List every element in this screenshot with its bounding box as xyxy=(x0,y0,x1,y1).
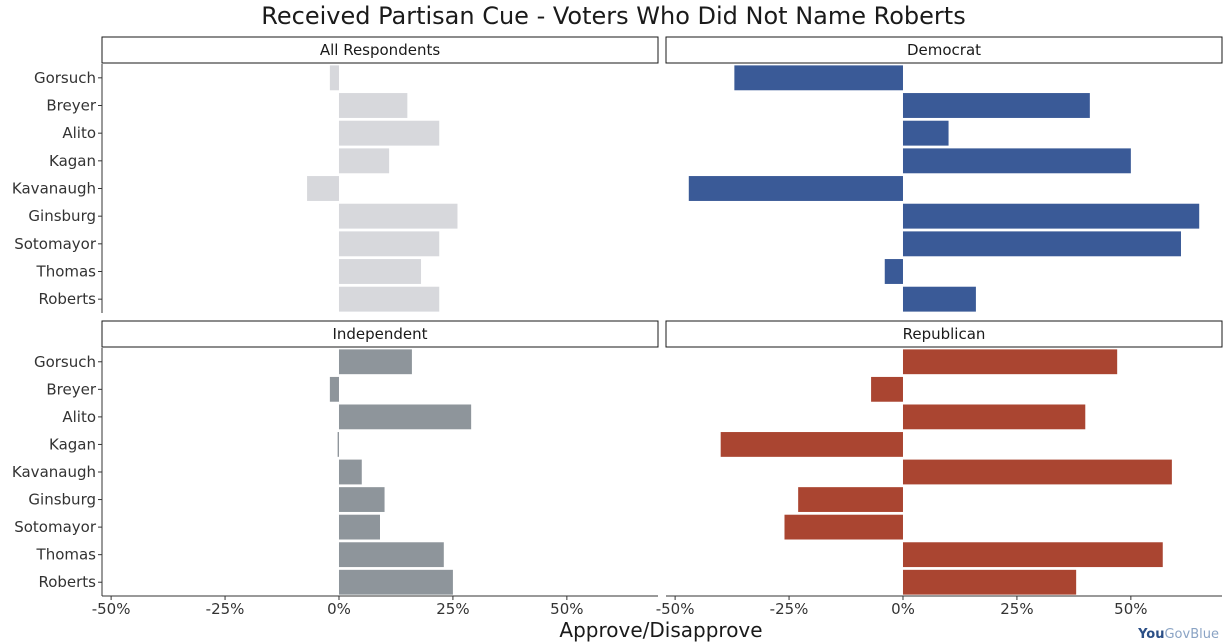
bar-democrat-kagan xyxy=(902,148,1131,174)
bar-democrat-alito xyxy=(902,120,949,146)
bar-republican-gorsuch xyxy=(902,349,1118,375)
y-tick-label-roberts: Roberts xyxy=(38,290,96,308)
bar-democrat-roberts xyxy=(902,286,976,312)
panel-strip-republican xyxy=(665,320,1223,348)
bar-republican-ginsburg xyxy=(798,487,903,512)
x-tick-label-republican-1: -25% xyxy=(770,600,809,618)
y-tick-label-kavanaugh: Kavanaugh xyxy=(12,463,96,481)
y-tick-label-sotomayor: Sotomayor xyxy=(14,518,97,536)
x-tick-label-independent-3: 25% xyxy=(436,600,469,618)
bar-all-respondents-sotomayor xyxy=(338,231,440,257)
y-tick-label-ginsburg: Ginsburg xyxy=(28,491,96,509)
bar-democrat-thomas xyxy=(884,259,903,284)
bar-independent-sotomayor xyxy=(338,514,380,540)
panel-strip-all-respondents xyxy=(101,36,659,64)
bar-independent-thomas xyxy=(338,542,444,568)
bar-republican-thomas xyxy=(902,542,1163,568)
bar-independent-kagan xyxy=(337,432,339,457)
bar-all-respondents-gorsuch xyxy=(329,65,339,91)
bar-independent-ginsburg xyxy=(338,487,385,512)
y-tick-label-thomas: Thomas xyxy=(36,546,97,564)
y-tick-label-sotomayor: Sotomayor xyxy=(14,235,97,253)
y-tick-label-gorsuch: Gorsuch xyxy=(34,69,96,87)
y-tick-label-kavanaugh: Kavanaugh xyxy=(12,180,96,198)
panel-title-republican: Republican xyxy=(903,325,986,343)
y-tick-label-breyer: Breyer xyxy=(46,380,96,398)
bar-all-respondents-kavanaugh xyxy=(307,176,339,201)
x-axis-label: Approve/Disapprove xyxy=(559,618,763,642)
bar-all-respondents-ginsburg xyxy=(338,203,458,229)
x-tick-label-independent-4: 50% xyxy=(550,600,583,618)
logo-blue-text: Blue xyxy=(1190,627,1219,642)
x-tick-label-independent-0: -50% xyxy=(92,600,131,618)
panel-title-democrat: Democrat xyxy=(907,41,981,59)
panel-strip-independent xyxy=(101,320,659,348)
panel-strip-democrat xyxy=(665,36,1223,64)
bar-democrat-gorsuch xyxy=(734,65,903,91)
bar-democrat-breyer xyxy=(902,93,1090,118)
bar-republican-kavanaugh xyxy=(902,459,1172,485)
bar-republican-breyer xyxy=(871,376,903,402)
bar-republican-alito xyxy=(902,404,1086,430)
x-tick-label-independent-1: -25% xyxy=(206,600,245,618)
panel-title-all-respondents: All Respondents xyxy=(320,41,441,59)
x-tick-label-republican-3: 25% xyxy=(1000,600,1033,618)
bar-all-respondents-breyer xyxy=(338,93,408,118)
bar-independent-kavanaugh xyxy=(338,459,362,485)
y-tick-label-kagan: Kagan xyxy=(49,152,96,170)
panel-title-independent: Independent xyxy=(332,325,427,343)
bar-republican-roberts xyxy=(902,569,1077,595)
x-tick-label-republican-0: -50% xyxy=(656,600,695,618)
bar-independent-roberts xyxy=(338,569,453,595)
y-tick-label-ginsburg: Ginsburg xyxy=(28,207,96,225)
bar-democrat-sotomayor xyxy=(902,231,1181,257)
bar-all-respondents-roberts xyxy=(338,286,440,312)
logo-gov-text: Gov xyxy=(1164,627,1191,642)
bar-republican-kagan xyxy=(720,432,903,457)
y-tick-label-alito: Alito xyxy=(62,124,96,142)
x-tick-label-independent-2: 0% xyxy=(327,600,351,618)
bar-all-respondents-kagan xyxy=(338,148,390,174)
bar-democrat-kavanaugh xyxy=(688,176,903,201)
y-tick-label-breyer: Breyer xyxy=(46,97,96,115)
logo-you-text: You xyxy=(1138,627,1165,642)
bar-independent-breyer xyxy=(329,376,339,402)
x-tick-label-republican-2: 0% xyxy=(891,600,915,618)
y-tick-label-thomas: Thomas xyxy=(36,263,97,281)
bar-all-respondents-alito xyxy=(338,120,440,146)
y-tick-label-gorsuch: Gorsuch xyxy=(34,353,96,371)
y-tick-label-kagan: Kagan xyxy=(49,435,96,453)
y-tick-label-alito: Alito xyxy=(62,408,96,426)
bar-republican-sotomayor xyxy=(784,514,903,540)
x-tick-label-republican-4: 50% xyxy=(1114,600,1147,618)
bar-all-respondents-thomas xyxy=(338,259,422,284)
bar-independent-alito xyxy=(338,404,472,430)
bar-democrat-ginsburg xyxy=(902,203,1200,229)
bar-independent-gorsuch xyxy=(338,349,412,375)
yougov-blue-logo: YouGovBlue xyxy=(1138,627,1219,642)
y-tick-label-roberts: Roberts xyxy=(38,573,96,591)
chart-title: Received Partisan Cue - Voters Who Did N… xyxy=(261,2,966,30)
